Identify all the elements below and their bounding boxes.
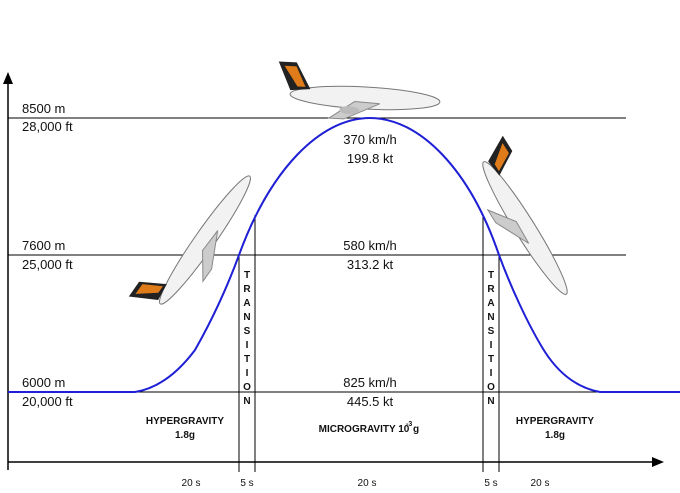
level-m: 7600 m	[22, 238, 65, 253]
duration: 5 s	[484, 478, 497, 489]
phase-name: HYPERGRAVITY	[516, 416, 594, 427]
duration: 5 s	[240, 478, 253, 489]
phase-exponent: -3	[406, 421, 412, 428]
speed-kt: 445.5 kt	[347, 394, 394, 409]
y-arrow	[3, 72, 13, 84]
duration: 20 s	[182, 478, 201, 489]
speed-kmh: 580 km/h	[343, 238, 396, 253]
plane-top	[278, 61, 441, 120]
phase-g: 1.8g	[175, 430, 195, 441]
transition-label: TRANSITION	[242, 270, 253, 410]
phase-unit: g	[413, 424, 419, 435]
duration: 20 s	[358, 478, 377, 489]
phase-name: MICROGRAVITY 10	[319, 424, 410, 435]
transition-label: TRANSITION	[486, 270, 497, 410]
x-arrow	[652, 457, 664, 467]
level-ft: 28,000 ft	[22, 119, 73, 134]
phase-name: HYPERGRAVITY	[146, 416, 224, 427]
level-m: 6000 m	[22, 375, 65, 390]
plane-left	[128, 175, 251, 305]
level-ft: 20,000 ft	[22, 394, 73, 409]
level-ft: 25,000 ft	[22, 257, 73, 272]
phase-g: 1.8g	[545, 430, 565, 441]
speed-kmh: 370 km/h	[343, 132, 396, 147]
speed-kmh: 825 km/h	[343, 375, 396, 390]
level-m: 8500 m	[22, 101, 65, 116]
trajectory	[8, 116, 680, 393]
speed-kt: 199.8 kt	[347, 151, 394, 166]
duration: 20 s	[531, 478, 550, 489]
speed-kt: 313.2 kt	[347, 257, 394, 272]
plane-right	[482, 135, 568, 295]
